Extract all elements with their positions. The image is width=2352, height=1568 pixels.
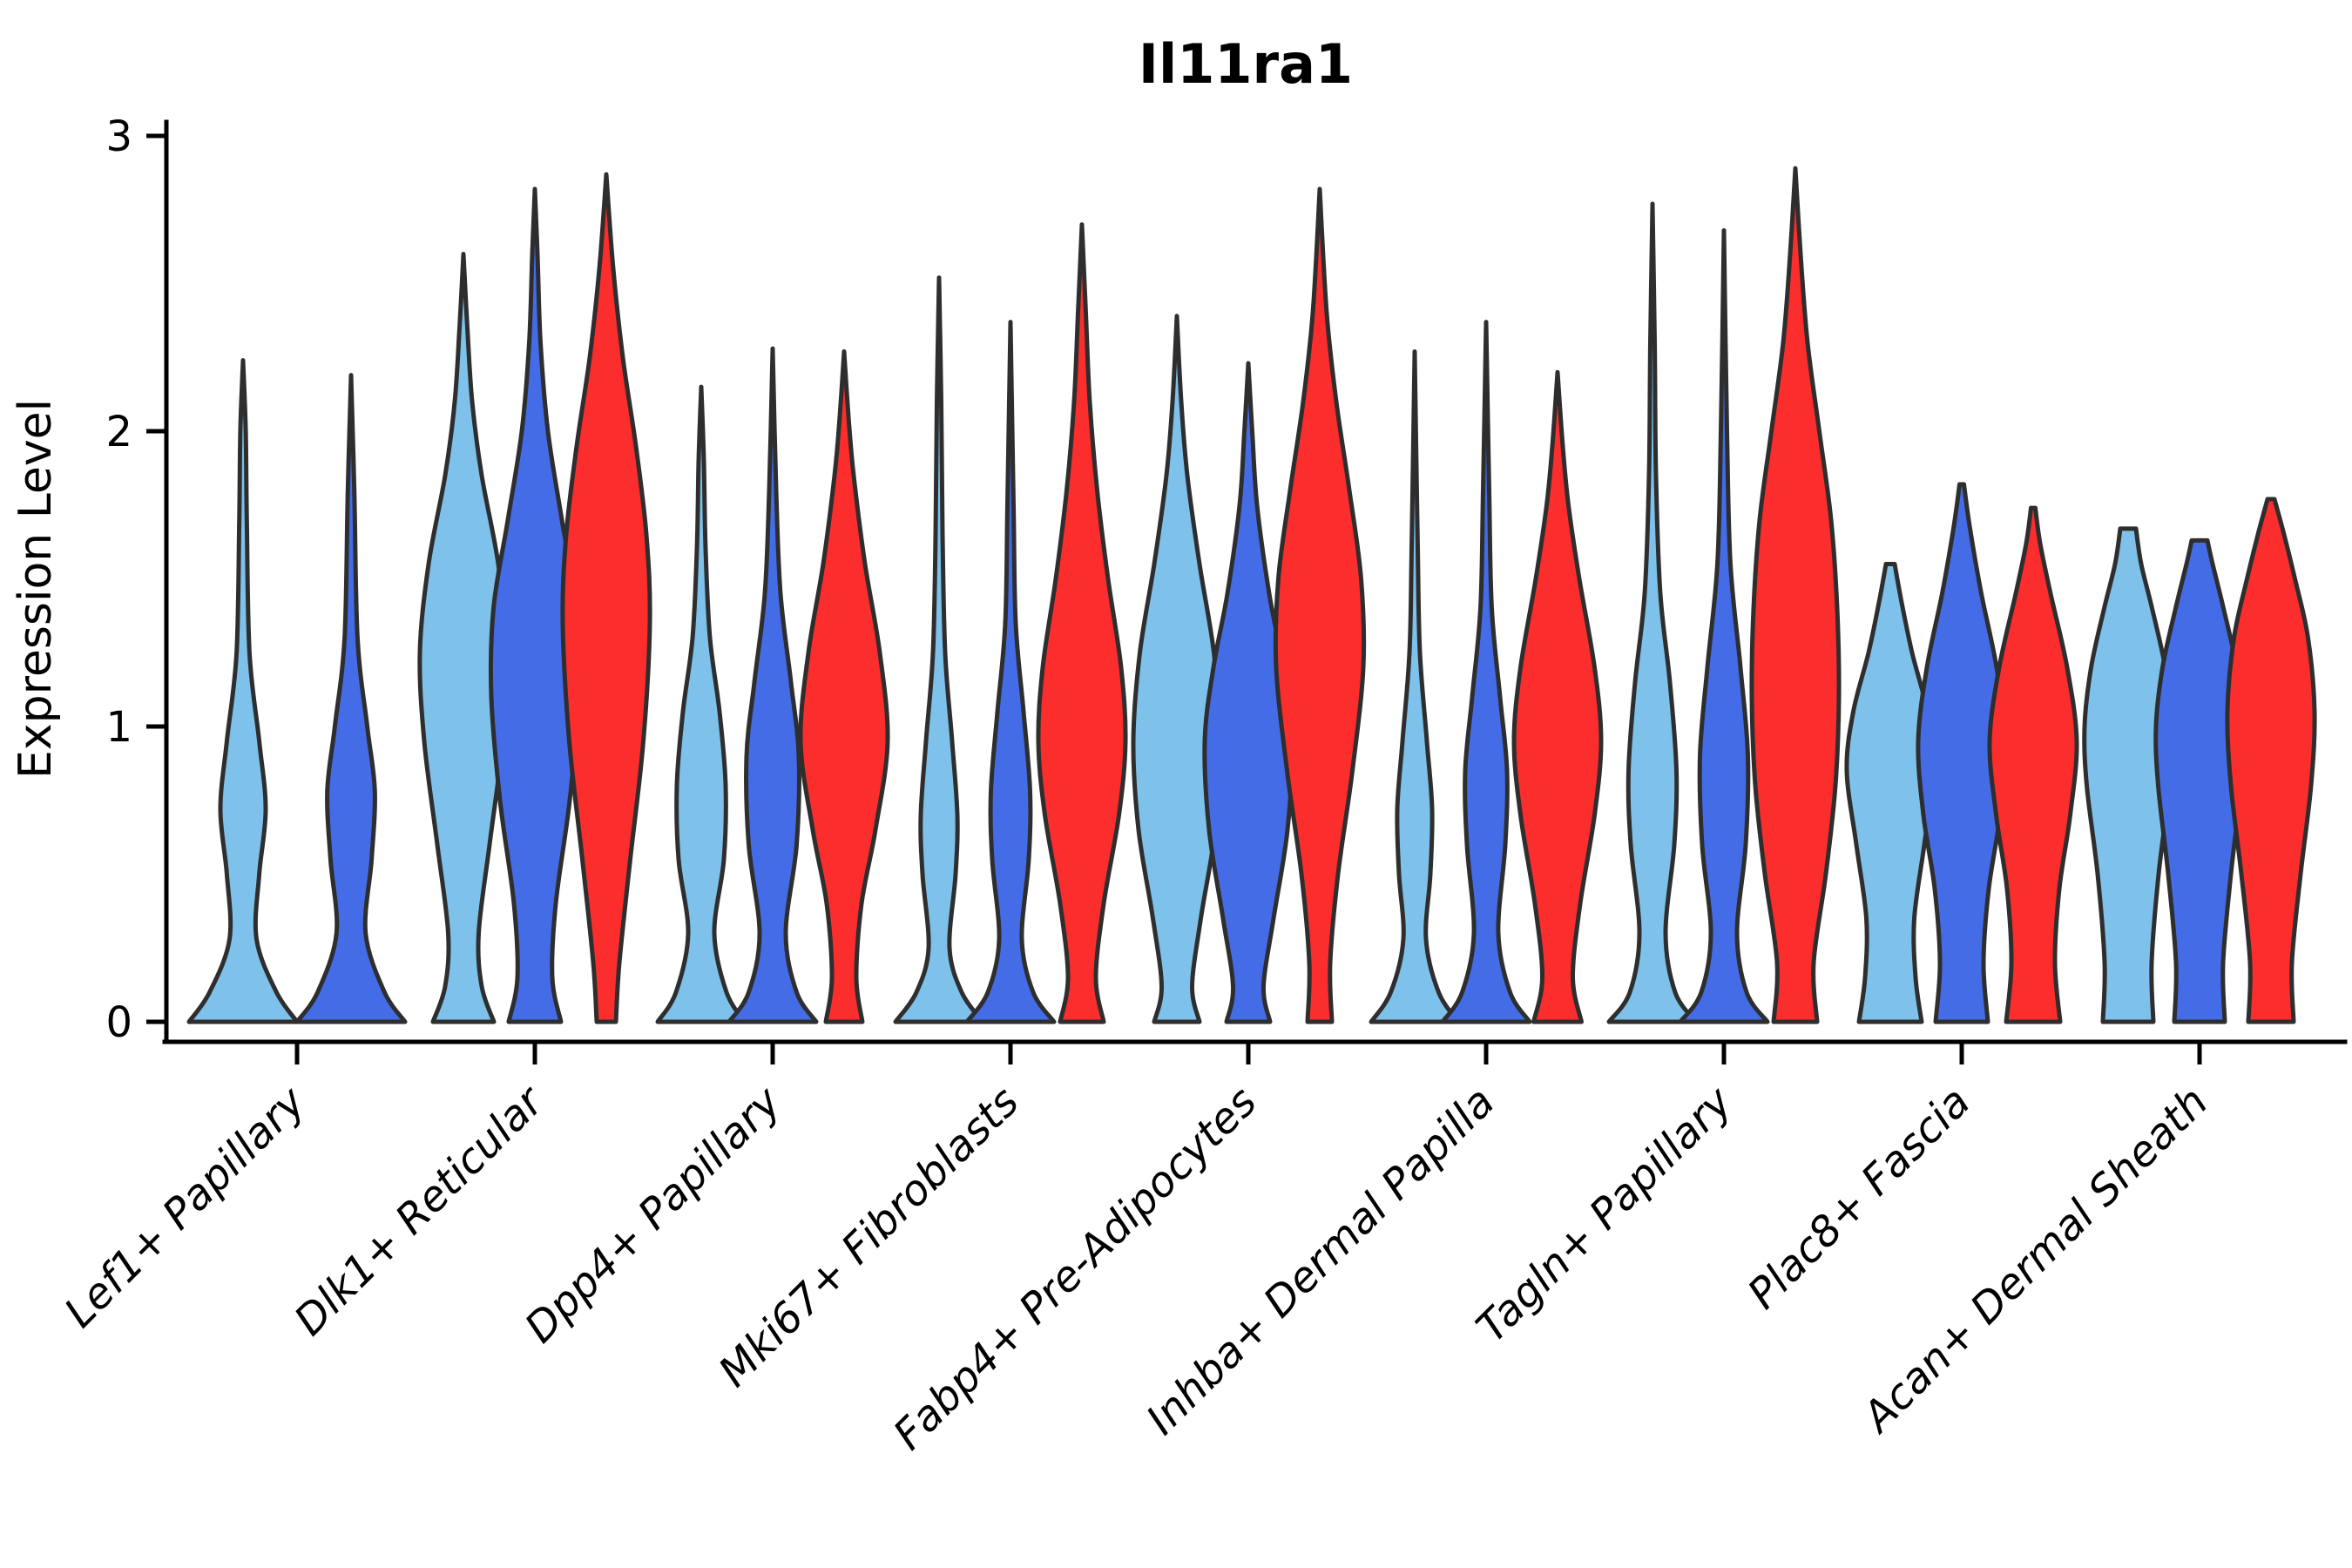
violin-mki67-fibroblasts-red bbox=[1036, 222, 1128, 1024]
x-tick-label-dpp4-papillary: Dpp4+ Papillary bbox=[516, 1077, 791, 1352]
violin-tagln-papillary-red bbox=[1749, 166, 1842, 1024]
violin-dpp4-papillary-light-blue bbox=[655, 384, 747, 1024]
y-tick-label-3: 3 bbox=[105, 112, 132, 161]
y-tick-label-0: 0 bbox=[105, 998, 132, 1047]
violin-tagln-papillary-light-blue bbox=[1606, 201, 1699, 1024]
violin-plac8-fascia-light-blue bbox=[1844, 562, 1936, 1024]
violin-mki67-fibroblasts-light-blue bbox=[893, 275, 985, 1024]
violin-dpp4-papillary-red bbox=[798, 349, 890, 1024]
violin-fabp4-pre-adipocytes-light-blue bbox=[1131, 314, 1223, 1024]
y-tick-label-2: 2 bbox=[105, 408, 132, 456]
violin-inhba-dermal-papilla-dark-blue bbox=[1440, 320, 1532, 1024]
y-axis-label: Expression Level bbox=[10, 399, 62, 779]
y-tick-label-1: 1 bbox=[105, 703, 132, 752]
x-tick-label-lef1-papillary: Lef1+ Papillary bbox=[55, 1077, 315, 1337]
violin-inhba-dermal-papilla-light-blue bbox=[1369, 349, 1461, 1024]
chart-title: Il11ra1 bbox=[1139, 32, 1353, 96]
violin-dpp4-papillary-dark-blue bbox=[727, 346, 819, 1024]
violin-mki67-fibroblasts-dark-blue bbox=[964, 320, 1057, 1024]
violin-dlk1-reticular-light-blue bbox=[417, 252, 510, 1024]
violin-tagln-papillary-dark-blue bbox=[1678, 228, 1770, 1024]
x-tick-label-plac8-fascia: Plac8+ Fascia bbox=[1739, 1078, 1980, 1319]
violin-plac8-fascia-dark-blue bbox=[1916, 482, 2008, 1024]
x-tick-label-tagln-papillary: Tagln+ Papillary bbox=[1467, 1077, 1742, 1352]
violin-dlk1-reticular-red bbox=[560, 172, 652, 1024]
y-axis-ticks: 0 1 2 3 bbox=[105, 112, 166, 1047]
violin-inhba-dermal-papilla-red bbox=[1511, 369, 1604, 1024]
x-tick-label-dlk1-reticular: Dlk1+ Reticular bbox=[285, 1076, 555, 1346]
violin-acan-dermal-sheath-red bbox=[2225, 497, 2317, 1024]
violin-fabp4-pre-adipocytes-red bbox=[1273, 186, 1367, 1024]
violin-lef1-papillary-light-blue bbox=[186, 358, 300, 1024]
violin-plot-area bbox=[186, 166, 2317, 1024]
violin-lef1-papillary-dark-blue bbox=[294, 373, 408, 1024]
x-axis-labels: Lef1+ Papillary Dlk1+ Reticular Dpp4+ Pa… bbox=[55, 1076, 2217, 1460]
violin-plac8-fascia-red bbox=[1987, 505, 2079, 1024]
x-axis-ticks bbox=[294, 1042, 2202, 1064]
violin-fabp4-pre-adipocytes-dark-blue bbox=[1202, 361, 1294, 1024]
